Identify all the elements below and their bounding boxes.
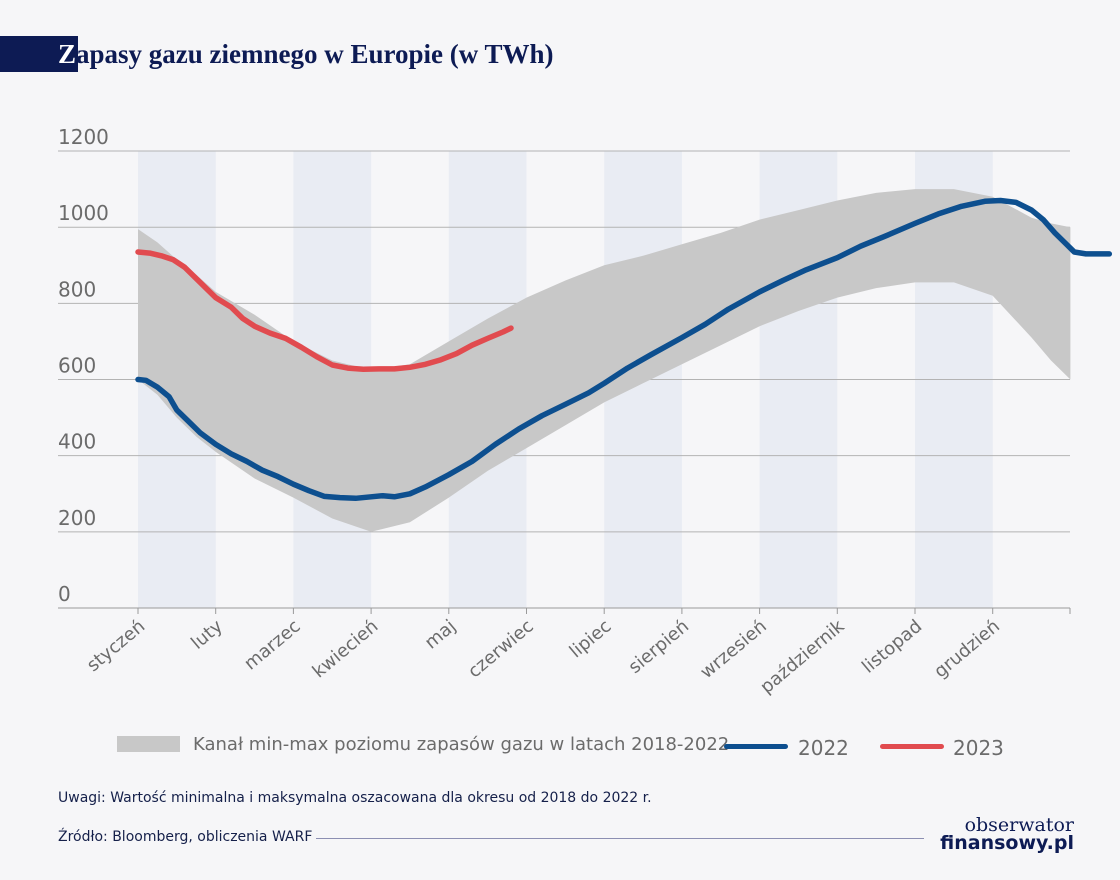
logo-line-1: obserwator [964,814,1074,836]
x-tick-label: lipiec [566,616,616,663]
band-area [138,189,1071,532]
note-text: Uwagi: Wartość minimalna i maksymalna os… [58,790,652,806]
x-tick-label: sierpień [625,616,693,678]
min-max-band [138,189,1071,532]
legend-2022-swatch [724,744,788,749]
x-tick-label: październik [756,615,849,698]
title-accent-bar [0,36,78,72]
legend-band-swatch [117,736,180,752]
source-text: Źródło: Bloomberg, obliczenia WARF [58,829,313,845]
y-tick-label: 400 [58,430,96,454]
logo: obserwator finansowy.pl [934,814,1074,854]
x-tick-label: wrzesień [696,616,770,683]
chart-area: 0 200 400 600 800 1000 1200 styczeń luty marzec k… [58,125,1113,698]
y-tick-label: 1200 [58,125,109,149]
x-tick-label: luty [187,616,227,654]
legend-2022-label: 2022 [798,736,849,760]
title-rest: apasy gazu ziemnego w Europie (w TWh) [76,39,554,69]
y-tick-label: 200 [58,506,96,530]
chart-title: Zapasy gazu ziemnego w Europie (w TWh) [58,36,554,72]
series-lines [135,197,1113,502]
x-tick-label: grudzień [930,616,1004,683]
logo-line-2: finansowy.pl [940,832,1074,854]
x-tick-label: marzec [240,616,304,675]
y-tick-label: 600 [58,354,96,378]
source-divider [316,838,924,839]
x-tick-label: czerwiec [464,616,538,683]
legend-band-label: Kanał min-max poziomu zapasów gazu w lat… [193,734,730,755]
series-line-2022 [135,197,1113,502]
series-line-2023 [135,249,514,372]
legend-2023-label: 2023 [953,736,1004,760]
legend: Kanał min-max poziomu zapasów gazu w lat… [0,734,1120,764]
x-axis-ticks: styczeń luty marzec kwiecień maj czerwiec lipi… [83,608,1071,698]
x-tick-label: kwiecień [309,616,383,683]
x-tick-label: styczeń [83,616,149,676]
y-tick-label: 0 [58,582,71,606]
y-axis-ticks: 0 200 400 600 800 1000 1200 [58,125,109,606]
y-tick-label: 800 [58,277,96,301]
legend-2023-swatch [880,744,944,749]
x-tick-label: maj [421,616,460,654]
x-tick-label: listopad [858,616,926,678]
y-tick-label: 1000 [58,201,109,225]
title-first-letter: Z [58,39,77,69]
